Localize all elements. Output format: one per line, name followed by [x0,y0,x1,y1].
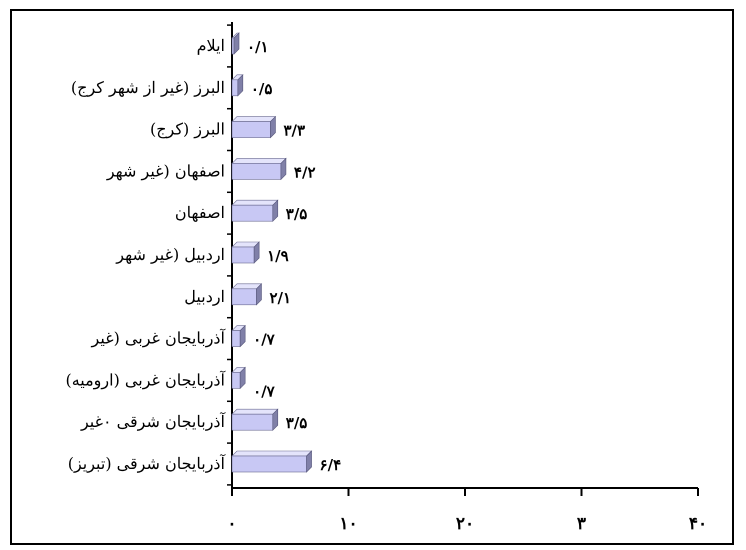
bar [231,121,271,138]
bar [231,246,255,264]
data-label: ٣/٣ [283,122,305,140]
bar-side [270,115,276,139]
bar-side [253,241,260,264]
data-label: ١/٩ [267,247,289,265]
bar-side [280,157,287,181]
data-label: ٠/۵ [251,80,273,98]
category-label: اردبیل [184,287,225,306]
bar-top [231,199,279,206]
bar-side [239,324,246,348]
bar-side [233,32,240,55]
data-label: ۴/٢ [294,163,316,181]
bar-top [231,450,313,457]
category-label: اصفهان [175,203,225,222]
category-label: البرز (کرج) [150,120,225,139]
data-label: ٣/۵ [286,205,308,223]
category-label: آذربایجان شرقی (تبریز) [68,453,227,473]
data-label: ٢/١ [269,289,291,307]
category-label: اصفهان (غیر شهر [106,161,225,180]
bar [231,372,241,389]
bar-side [272,199,279,222]
category-label: ایلام [197,36,225,55]
bar-top [231,158,287,164]
bar [231,79,239,97]
x-tick-label: ٠ [227,514,236,534]
category-label: البرز (غیر از شهر کرج) [71,78,225,97]
bar [231,413,274,431]
bar [231,204,274,222]
x-tick-label: ١٠ [339,514,357,534]
data-label: ۶/۴ [320,456,342,474]
bar-top [231,408,279,415]
category-label: اردبیل (غیر شهر [115,245,225,264]
bar-side [272,408,279,431]
bar-side [239,366,246,390]
data-label: ٠/١ [247,38,269,56]
data-label: ٣/۵ [286,414,308,432]
bar-side [237,74,244,97]
bar [231,330,241,347]
category-label: آذربایجان شرقی ٠غیر [80,411,227,431]
data-label: ٠/٧ [253,382,276,400]
bar-top [231,116,277,122]
bar-side [256,283,262,306]
category-label: آذربایجان غربی (ارومیه) [65,369,226,389]
bar [231,288,257,306]
data-label: ٠/٧ [253,331,276,349]
x-tick-label: ۴٠ [689,514,707,534]
x-tick-label: ٣ [577,514,586,534]
x-tick-label: ٢٠ [456,514,474,534]
bar [231,455,307,473]
chart-frame [10,9,734,545]
bar [231,163,282,180]
category-label: آذربایجان غربی (غیر [91,328,227,348]
bar-side [306,450,312,473]
